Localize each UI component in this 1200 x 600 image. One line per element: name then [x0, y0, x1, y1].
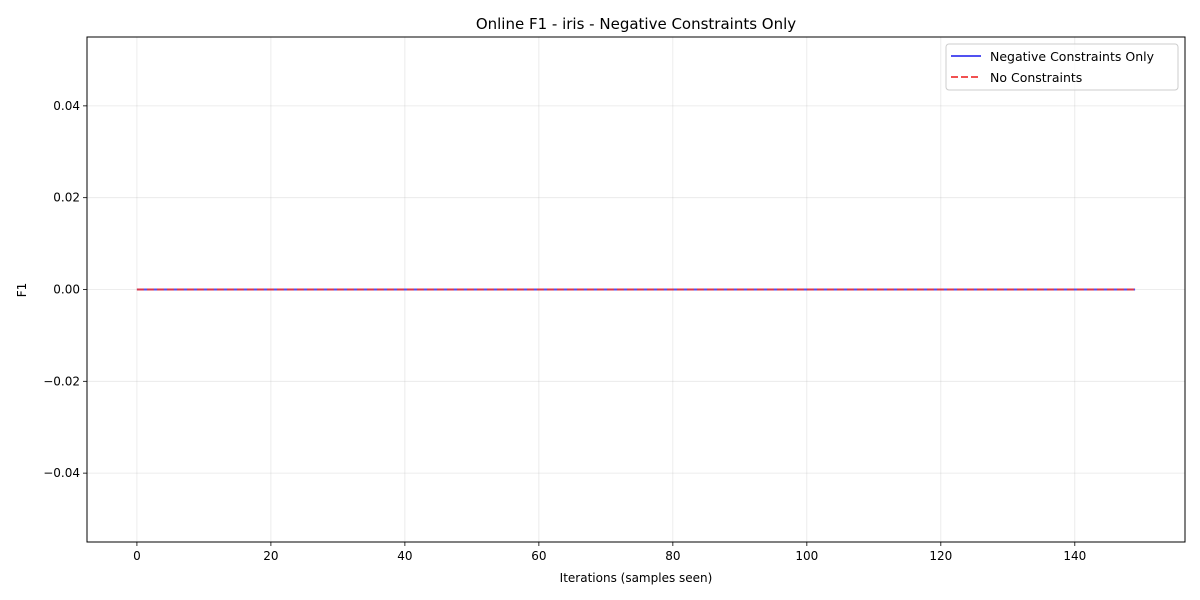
x-tick-label: 40 — [397, 549, 412, 563]
legend: Negative Constraints Only No Constraints — [945, 43, 1179, 91]
y-tick-label: 0.02 — [53, 191, 80, 205]
x-tick-label: 0 — [133, 549, 141, 563]
y-axis-label: F1 — [15, 283, 29, 298]
y-tick-label: −0.02 — [43, 374, 80, 388]
x-tick-label: 80 — [665, 549, 680, 563]
chart-title: Online F1 - iris - Negative Constraints … — [476, 15, 796, 33]
x-tick-label: 100 — [795, 549, 818, 563]
y-tick-label: 0.00 — [53, 283, 80, 297]
x-tick-label: 140 — [1063, 549, 1086, 563]
x-tick-label: 60 — [531, 549, 546, 563]
x-ticks: 0 20 40 60 80 100 120 140 — [133, 542, 1086, 563]
x-tick-label: 20 — [263, 549, 278, 563]
x-axis-label: Iterations (samples seen) — [560, 571, 713, 585]
x-tick-label: 120 — [929, 549, 952, 563]
legend-label-negative-constraints-only: Negative Constraints Only — [990, 49, 1155, 64]
legend-label-no-constraints: No Constraints — [990, 70, 1082, 85]
y-ticks: −0.04 −0.02 0.00 0.02 0.04 — [43, 99, 87, 480]
y-tick-label: 0.04 — [53, 99, 80, 113]
legend-box — [945, 43, 1179, 91]
y-tick-label: −0.04 — [43, 466, 80, 480]
